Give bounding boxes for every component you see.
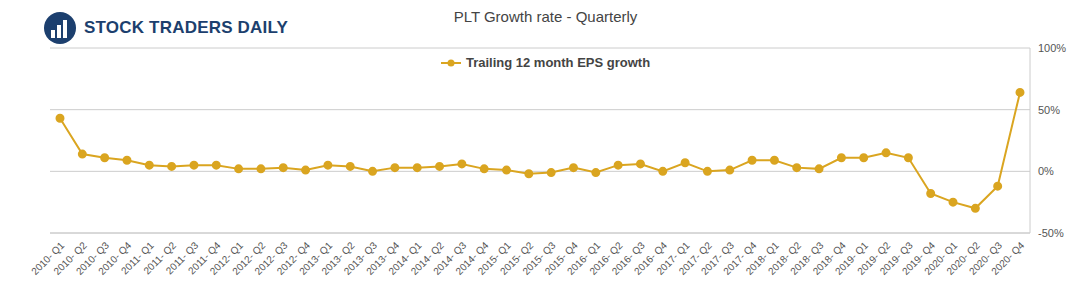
svg-text:50%: 50% xyxy=(1038,104,1060,116)
svg-text:2010- Q2: 2010- Q2 xyxy=(51,239,89,277)
html-text:Trailing 12 month EPS growth: Trailing 12 month EPS growth xyxy=(465,55,651,70)
svg-text:0%: 0% xyxy=(1038,165,1054,177)
svg-text:2019- Q2: 2019- Q2 xyxy=(855,239,893,277)
svg-text:2010- Q4: 2010- Q4 xyxy=(96,239,134,277)
svg-text:2011- Q3: 2011- Q3 xyxy=(163,239,201,277)
svg-text:100%: 100% xyxy=(1038,42,1066,54)
svg-text:2011- Q4: 2011- Q4 xyxy=(186,239,223,277)
svg-text:2014- Q4: 2014- Q4 xyxy=(453,239,491,277)
svg-text:2014- Q2: 2014- Q2 xyxy=(408,239,446,277)
svg-text:2018- Q3: 2018- Q3 xyxy=(788,239,826,277)
svg-text:2012- Q1: 2012- Q1 xyxy=(207,239,245,277)
svg-text:2013- Q3: 2013- Q3 xyxy=(341,239,379,277)
svg-text:2017- Q3: 2017- Q3 xyxy=(698,239,737,277)
html-text:STOCK TRADERS DAILY: STOCK TRADERS DAILY xyxy=(84,18,289,37)
svg-text:2014- Q3: 2014- Q3 xyxy=(431,239,469,277)
svg-text:2018- Q2: 2018- Q2 xyxy=(765,239,804,277)
svg-text:2018- Q1: 2018- Q1 xyxy=(743,239,781,277)
svg-text:2016- Q1: 2016- Q1 xyxy=(565,239,603,277)
svg-text:2016- Q2: 2016- Q2 xyxy=(587,239,625,277)
svg-text:2019- Q4: 2019- Q4 xyxy=(899,239,938,277)
svg-text:2019- Q3: 2019- Q3 xyxy=(877,239,915,277)
svg-text:2013- Q1: 2013- Q1 xyxy=(297,239,335,277)
svg-text:2018- Q4: 2018- Q4 xyxy=(810,239,848,277)
svg-text:2015- Q3: 2015- Q3 xyxy=(520,239,558,277)
svg-text:2020- Q2: 2020- Q2 xyxy=(944,239,982,277)
svg-text:2013- Q2: 2013- Q2 xyxy=(319,239,357,277)
svg-text:2015- Q2: 2015- Q2 xyxy=(498,239,536,277)
svg-text:2011- Q2: 2011- Q2 xyxy=(141,239,179,277)
svg-text:2020- Q1: 2020- Q1 xyxy=(922,239,960,277)
svg-text:2014- Q1: 2014- Q1 xyxy=(386,239,424,277)
svg-text:2017- Q2: 2017- Q2 xyxy=(676,239,714,277)
html-text:PLT Growth rate - Quarterly: PLT Growth rate - Quarterly xyxy=(453,8,638,25)
svg-text:2019- Q1: 2019- Q1 xyxy=(832,239,871,277)
svg-text:2012- Q2: 2012- Q2 xyxy=(230,239,268,277)
svg-text:2020- Q4: 2020- Q4 xyxy=(989,239,1027,277)
svg-text:2017- Q1: 2017- Q1 xyxy=(654,239,692,277)
svg-text:2010- Q1: 2010- Q1 xyxy=(29,239,67,277)
svg-text:2012- Q4: 2012- Q4 xyxy=(274,239,312,277)
svg-text:2015- Q4: 2015- Q4 xyxy=(542,239,580,277)
svg-text:2015- Q1: 2015- Q1 xyxy=(475,239,513,277)
svg-text:2012- Q3: 2012- Q3 xyxy=(252,239,290,277)
svg-text:2016- Q3: 2016- Q3 xyxy=(609,239,647,277)
svg-text:2010- Q3: 2010- Q3 xyxy=(73,239,112,277)
svg-text:2011- Q1: 2011- Q1 xyxy=(119,239,156,277)
svg-text:2017- Q4: 2017- Q4 xyxy=(721,239,759,277)
svg-text:2013- Q4: 2013- Q4 xyxy=(364,239,402,277)
svg-text:2020- Q3: 2020- Q3 xyxy=(966,239,1005,277)
svg-text:2016- Q4: 2016- Q4 xyxy=(632,239,670,277)
svg-text:-50%: -50% xyxy=(1038,227,1064,239)
